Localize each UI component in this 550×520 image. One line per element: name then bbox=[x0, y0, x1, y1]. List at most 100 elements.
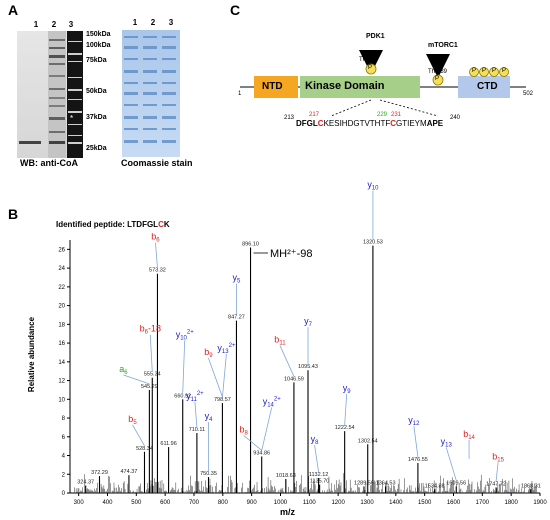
peak-mz-label: 555.34 bbox=[144, 372, 161, 378]
y-tick-label: 16 bbox=[58, 341, 65, 347]
ctd-p-text-4: P bbox=[502, 68, 507, 74]
seq-gtieym: GTIEYM bbox=[396, 119, 427, 128]
x-tick-label: 900 bbox=[247, 500, 258, 506]
x-tick-label: 1600 bbox=[447, 500, 461, 506]
x-tick-label: 1500 bbox=[418, 500, 432, 506]
seq-c217: C bbox=[317, 119, 324, 128]
y-tick-label: 6 bbox=[62, 435, 66, 441]
ion-label-y8: y8 bbox=[311, 434, 320, 446]
peak-mz-label: 1222.54 bbox=[335, 425, 355, 431]
x-axis-title: m/z bbox=[280, 507, 296, 517]
ion-label-y10-2plus: y102+ bbox=[176, 329, 195, 341]
peak-mz-label: 660.92 bbox=[174, 393, 191, 399]
mh-98-label: MH²⁺-98 bbox=[270, 248, 313, 260]
ion-label-y5: y5 bbox=[233, 273, 242, 285]
residue-217-label: 217 bbox=[309, 112, 320, 118]
kinase-domain-label: Kinase Domain bbox=[305, 80, 385, 92]
x-tick-label: 700 bbox=[189, 500, 200, 506]
x-tick-label: 1000 bbox=[274, 500, 288, 506]
ion-annotation-arrow bbox=[413, 425, 419, 458]
western-blot-image bbox=[17, 31, 83, 158]
peak-mz-label: 1747.72 bbox=[486, 481, 506, 487]
y-tick-label: 2 bbox=[62, 472, 66, 478]
seq-c231: C bbox=[390, 119, 397, 128]
peak-mz-label: 750.35 bbox=[200, 471, 217, 477]
peak-mz-label: 324.37 bbox=[77, 480, 94, 486]
coomassie-gel-image bbox=[122, 30, 180, 157]
ctd-phospho-site-4 bbox=[499, 67, 509, 77]
y-tick-label: 14 bbox=[58, 360, 65, 366]
x-tick-label: 500 bbox=[131, 500, 142, 506]
ctd-p-text-1: P bbox=[472, 68, 477, 74]
x-tick-label: 1300 bbox=[360, 500, 374, 506]
peak-mz-label: 710.11 bbox=[189, 427, 205, 433]
ion-label-y13-2plus: y132+ bbox=[217, 343, 236, 355]
peak-mz-label: 1132.12 bbox=[309, 472, 328, 478]
wb-lane-2-label: 2 bbox=[51, 20, 57, 29]
x-tick-label: 1200 bbox=[331, 500, 345, 506]
ion-label-b5: b5 bbox=[128, 414, 137, 426]
peak-mz-label: 798.57 bbox=[214, 397, 231, 403]
peak-mz-label: 1018.63 bbox=[276, 473, 296, 479]
peak-mz-label: 1046.59 bbox=[284, 376, 304, 382]
peak-mz-label: 372.29 bbox=[91, 470, 108, 476]
residue-231-label: 231 bbox=[391, 112, 402, 118]
panel-c-label: C bbox=[230, 2, 241, 18]
peak-mz-label: 1320.53 bbox=[363, 240, 383, 246]
seq-middle: KESIHDGTVTHT bbox=[323, 119, 386, 128]
panel-a-label: A bbox=[8, 2, 19, 18]
y-tick-label: 26 bbox=[58, 247, 65, 253]
ion-annotation-arrow bbox=[279, 345, 295, 377]
ion-label-a6: a6 bbox=[119, 364, 128, 376]
ion-annotation-arrow bbox=[344, 394, 348, 426]
ion-annotation-arrow bbox=[495, 462, 499, 482]
seq-f: F bbox=[385, 119, 391, 128]
thr229-p-text: P bbox=[368, 65, 373, 71]
s6k1-domain-diagram bbox=[240, 50, 526, 117]
ion-label-b11: b11 bbox=[274, 334, 286, 346]
peak-mz-label: 934.86 bbox=[253, 450, 270, 456]
seq-ape: APE bbox=[426, 119, 444, 128]
peak-mz-label: 528.34 bbox=[136, 446, 153, 452]
ctd-p-text-3: P bbox=[492, 68, 497, 74]
peak-mz-label: 611.96 bbox=[160, 441, 176, 447]
peak-mz-label: 1289.56 bbox=[354, 480, 374, 486]
ion-label-y12: y12 bbox=[408, 415, 420, 427]
marker-37kda: 37kDa bbox=[86, 114, 107, 121]
thr389-phospho-site bbox=[432, 74, 444, 86]
ctd-phospho-site-2 bbox=[479, 67, 489, 77]
zoom-line-left bbox=[330, 99, 372, 117]
y-tick-label: 20 bbox=[58, 304, 65, 310]
mtorc1-label: mTORC1 bbox=[428, 42, 458, 49]
ion-annotation-arrow bbox=[132, 424, 145, 446]
ion-annotation-arrow bbox=[222, 354, 227, 398]
ion-label-y14-2plus: y142+ bbox=[263, 396, 282, 408]
residue-229-label: 229 bbox=[377, 112, 388, 118]
y-tick-label: 24 bbox=[58, 266, 65, 272]
seq-dfgl: DFGL bbox=[296, 119, 318, 128]
ion-label-y13: y13 bbox=[441, 436, 453, 448]
sequence-start-213: 213 bbox=[284, 115, 295, 121]
ion-annotation-arrow bbox=[445, 447, 457, 481]
thr229-label: Thr229 bbox=[359, 57, 379, 63]
ion-label-b6: b6 bbox=[151, 232, 160, 244]
ctd-label: CTD bbox=[477, 81, 498, 92]
kinase-sequence: DFGLCKESIHDGTVTHTFCGTIEYMAPE bbox=[296, 119, 443, 128]
y-tick-label: 8 bbox=[62, 416, 66, 422]
ion-annotation-arrow bbox=[314, 444, 319, 473]
y-tick-label: 10 bbox=[58, 397, 65, 403]
position-502-label: 502 bbox=[523, 91, 534, 97]
kinase-domain-box bbox=[300, 76, 420, 98]
ion-annotation-arrow bbox=[155, 242, 158, 268]
sequence-end-240: 240 bbox=[450, 115, 461, 121]
ctd-p-text-2: P bbox=[482, 68, 487, 74]
ntd-label: NTD bbox=[262, 81, 283, 92]
peak-mz-label: 545.29 bbox=[141, 384, 158, 390]
y-tick-label: 12 bbox=[58, 379, 65, 385]
wb-caption: WB: anti-CoA bbox=[20, 158, 78, 168]
thr389-label: Thr389 bbox=[428, 69, 448, 75]
ion-annotation-arrow bbox=[149, 334, 153, 372]
wb-band-asterisk: * bbox=[70, 114, 74, 123]
peak-mz-label: 1476.55 bbox=[408, 457, 428, 463]
